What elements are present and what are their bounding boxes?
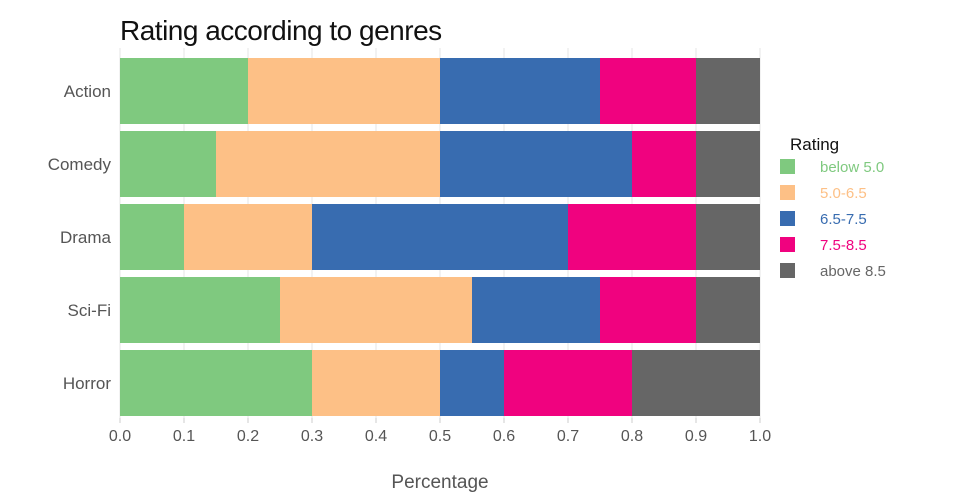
bar-segment (632, 350, 760, 416)
bar-segment (600, 58, 696, 124)
legend: Rating below 5.0 5.0-6.5 6.5-7.5 7.5-8.5 abo… (780, 135, 886, 280)
legend-swatch (780, 159, 795, 174)
legend-label: 5.0-6.5 (820, 185, 867, 202)
bar-segment (568, 204, 696, 270)
legend-swatch (780, 185, 795, 200)
tick-label: 0.3 (301, 428, 323, 445)
bar-segment (216, 131, 440, 197)
bar-segment (280, 277, 472, 343)
legend-swatch (780, 237, 795, 252)
legend-title: Rating (790, 135, 839, 154)
tick-label: 0.6 (493, 428, 515, 445)
tick-label: 0.9 (685, 428, 707, 445)
legend-label: above 8.5 (820, 263, 886, 280)
bars (120, 58, 760, 416)
bar-segment (600, 277, 696, 343)
tick-label: 0.5 (429, 428, 451, 445)
category-label: Action (64, 82, 111, 101)
legend-label: 6.5-7.5 (820, 211, 867, 228)
bar-segment (504, 350, 632, 416)
tick-label: 0.7 (557, 428, 579, 445)
bar-segment (696, 277, 760, 343)
tick-label: 0.0 (109, 428, 131, 445)
bar-segment (120, 350, 312, 416)
bar-segment (120, 204, 184, 270)
category-label: Sci-Fi (68, 301, 111, 320)
chart-title: Rating according to genres (120, 15, 442, 46)
bar-segment (632, 131, 696, 197)
bar-segment (312, 350, 440, 416)
bar-segment (440, 58, 600, 124)
bar-segment (440, 350, 504, 416)
bar-segment (440, 131, 632, 197)
x-axis-ticks: 0.0 0.1 0.2 0.3 0.4 0.5 0.6 0.7 0.8 0.9 1.0 (109, 418, 771, 445)
bar-segment (472, 277, 600, 343)
bar-segment (120, 277, 280, 343)
bar-segment (696, 131, 760, 197)
category-label: Comedy (48, 155, 112, 174)
tick-label: 1.0 (749, 428, 771, 445)
category-label: Drama (60, 228, 112, 247)
bar-segment (120, 58, 248, 124)
tick-label: 0.4 (365, 428, 387, 445)
tick-label: 0.2 (237, 428, 259, 445)
legend-swatch (780, 263, 795, 278)
legend-label: 7.5-8.5 (820, 237, 867, 254)
bar-segment (184, 204, 312, 270)
bar-segment (696, 204, 760, 270)
x-axis-title: Percentage (391, 472, 488, 493)
bar-segment (696, 58, 760, 124)
bar-segment (312, 204, 568, 270)
tick-label: 0.8 (621, 428, 643, 445)
category-labels: Action Comedy Drama Sci-Fi Horror (48, 82, 112, 393)
bar-segment (120, 131, 216, 197)
legend-label: below 5.0 (820, 159, 884, 176)
bar-segment (248, 58, 440, 124)
category-label: Horror (63, 374, 112, 393)
tick-label: 0.1 (173, 428, 195, 445)
legend-swatch (780, 211, 795, 226)
